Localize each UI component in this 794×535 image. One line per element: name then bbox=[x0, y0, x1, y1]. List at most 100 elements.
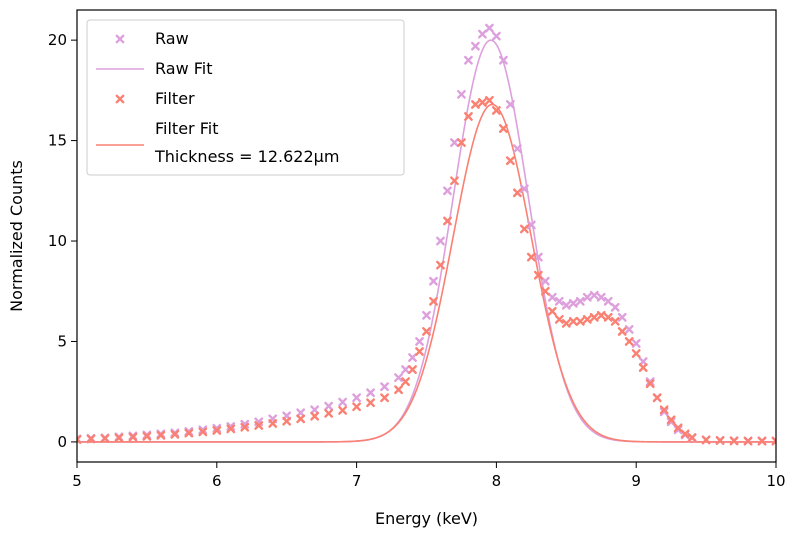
raw-data-point bbox=[471, 41, 480, 51]
filter-data-point bbox=[561, 318, 571, 328]
filter-data-point bbox=[478, 98, 487, 107]
raw-data-point bbox=[478, 29, 487, 39]
x-tick-label: 8 bbox=[492, 472, 502, 490]
legend: Raw Raw Fit Filter Filter Fit Thickness … bbox=[86, 19, 405, 176]
filter-data-point bbox=[212, 426, 222, 435]
raw-data-point bbox=[429, 276, 438, 286]
filter-data-point bbox=[408, 365, 417, 374]
filter-data-point bbox=[666, 415, 676, 425]
filter-data-point bbox=[596, 310, 606, 320]
raw-data-point bbox=[226, 422, 236, 431]
raw-data-point bbox=[352, 393, 361, 403]
filter-data-point bbox=[540, 286, 550, 296]
x-tick-label: 9 bbox=[631, 472, 641, 490]
filter-data-point bbox=[757, 436, 767, 446]
raw-data-point bbox=[380, 382, 389, 392]
legend-entry-filter-fit: Filter Fit Thickness = 12.622μm bbox=[96, 119, 339, 166]
raw-data-point bbox=[589, 290, 599, 300]
raw-data-point bbox=[366, 388, 375, 398]
filter-data-point bbox=[554, 314, 564, 324]
raw-data-point bbox=[394, 373, 403, 383]
raw-data-point bbox=[415, 337, 424, 346]
filter-data-point bbox=[457, 138, 466, 147]
raw-data-point bbox=[457, 89, 466, 99]
filter-data-point bbox=[443, 216, 452, 226]
filter-data-point bbox=[429, 296, 438, 306]
filter-data-point bbox=[142, 431, 152, 441]
raw-data-point bbox=[666, 417, 676, 427]
raw-data-point bbox=[512, 144, 522, 154]
x-tick-label: 6 bbox=[212, 472, 222, 490]
filter-data-point bbox=[638, 363, 648, 372]
raw-data-point bbox=[492, 31, 501, 41]
legend-raw-fit-label: Raw Fit bbox=[155, 59, 213, 78]
y-tick-label: 20 bbox=[48, 31, 67, 49]
filter-data-point bbox=[568, 316, 578, 326]
filter-data-point bbox=[170, 429, 180, 439]
x-tick-label: 5 bbox=[72, 472, 82, 490]
filter-data-point bbox=[450, 176, 459, 186]
raw-data-point bbox=[436, 236, 445, 246]
filter-data-point bbox=[464, 112, 473, 121]
legend-entry-filter: Filter bbox=[115, 89, 195, 108]
filter-data-point bbox=[624, 337, 634, 346]
filter-data-point bbox=[652, 393, 662, 403]
raw-data-point bbox=[575, 296, 585, 306]
filter-data-point bbox=[631, 349, 641, 358]
filter-data-point bbox=[485, 95, 494, 105]
legend-raw-label: Raw bbox=[155, 29, 189, 48]
legend-filter-marker-icon bbox=[115, 94, 125, 104]
y-tick-label: 5 bbox=[57, 332, 67, 350]
filter-data-point bbox=[526, 252, 536, 262]
filter-data-point bbox=[394, 385, 403, 395]
plot-marks bbox=[77, 23, 776, 446]
raw-data-point bbox=[582, 292, 592, 302]
filter-data-point bbox=[673, 423, 683, 433]
raw-data-point bbox=[659, 407, 669, 417]
y-tick-label: 0 bbox=[57, 433, 67, 451]
filter-data-point bbox=[86, 434, 96, 444]
filter-data-point bbox=[715, 436, 725, 445]
filter-data-point bbox=[533, 270, 543, 280]
raw-data-point bbox=[198, 425, 208, 435]
raw-data-point bbox=[603, 296, 613, 306]
plot-frame bbox=[76, 9, 777, 463]
raw-data-point bbox=[533, 252, 543, 262]
filter-data-point bbox=[582, 314, 592, 324]
legend-entry-raw: Raw bbox=[115, 29, 189, 48]
y-tick-label: 10 bbox=[48, 232, 67, 250]
raw-data-point bbox=[310, 405, 320, 415]
filter-data-point bbox=[77, 435, 82, 444]
legend-raw-marker-icon bbox=[115, 34, 125, 44]
filter-data-point bbox=[471, 100, 480, 109]
x-axis-title: Energy (keV) bbox=[375, 509, 478, 528]
filter-data-point bbox=[352, 402, 361, 412]
filter-fit-line bbox=[77, 103, 776, 443]
filter-data-point bbox=[415, 347, 424, 356]
filter-data-point bbox=[498, 124, 508, 133]
raw-data-point bbox=[547, 292, 557, 302]
filter-data-point bbox=[366, 398, 375, 408]
filter-data-point bbox=[100, 434, 110, 443]
raw-data-point bbox=[526, 220, 536, 230]
x-axis: 5 6 7 8 9 10 bbox=[72, 462, 786, 490]
raw-data-point bbox=[498, 55, 508, 65]
filter-data-point bbox=[240, 422, 250, 432]
filter-data-point bbox=[505, 156, 515, 166]
raw-data-point bbox=[596, 292, 606, 302]
y-axis-title: Normalized Counts bbox=[7, 160, 26, 312]
raw-data-point bbox=[450, 138, 459, 147]
raw-data-point bbox=[519, 184, 529, 194]
y-axis: 0 5 10 15 20 bbox=[48, 31, 77, 451]
legend-filter-x bbox=[115, 94, 125, 104]
legend-filter-fit-thickness: Thickness = 12.622μm bbox=[154, 147, 339, 166]
filter-data-point bbox=[547, 306, 557, 316]
raw-data-point bbox=[540, 276, 550, 286]
filter-data-point bbox=[282, 416, 292, 426]
raw-data-point bbox=[561, 300, 571, 310]
filter-data-point bbox=[268, 419, 278, 428]
filter-data-point bbox=[659, 405, 669, 415]
filter-data-point bbox=[680, 429, 690, 439]
filter-data-point bbox=[296, 414, 306, 424]
filter-data-point bbox=[114, 433, 124, 443]
